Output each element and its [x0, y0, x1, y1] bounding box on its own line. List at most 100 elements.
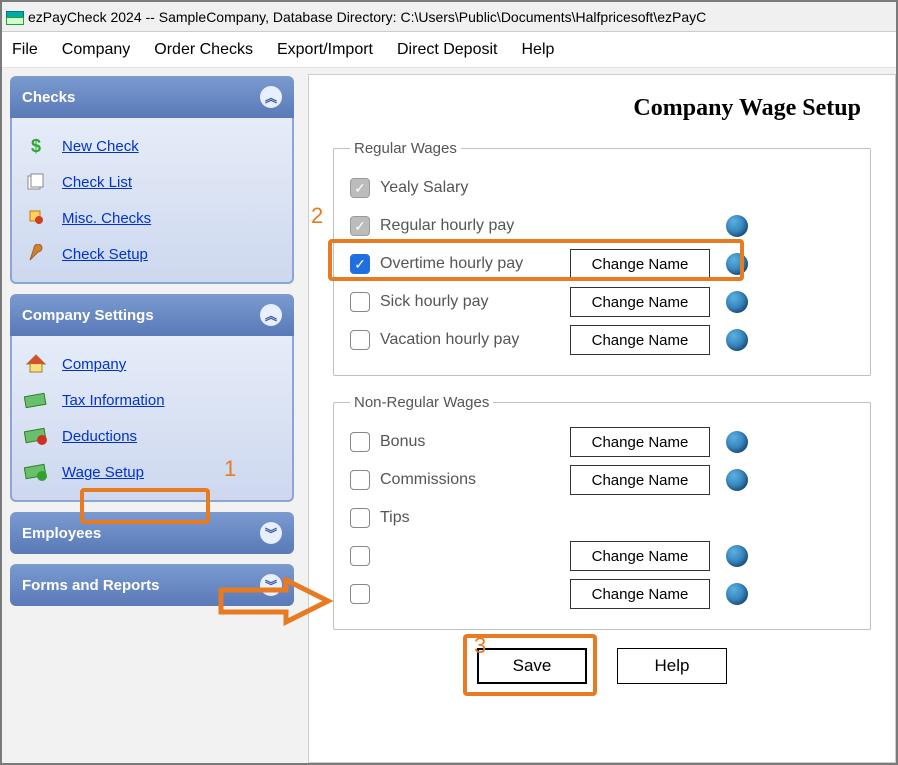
checkbox-custom-1[interactable] [350, 546, 370, 566]
house-icon [24, 354, 48, 374]
menu-order-checks[interactable]: Order Checks [154, 41, 253, 59]
chevron-down-icon: ︾ [260, 522, 282, 544]
sidebar-item-check-list[interactable]: Check List [18, 164, 286, 200]
money-minus-icon [24, 426, 48, 446]
wage-label: Yealy Salary [380, 179, 560, 197]
sidebar-item-label: New Check [62, 138, 139, 155]
chevron-up-icon: ︽ [260, 86, 282, 108]
window-title: ezPayCheck 2024 -- SampleCompany, Databa… [28, 2, 706, 32]
wage-row-custom-2: Change Name [350, 575, 854, 613]
page-title: Company Wage Setup [333, 95, 871, 122]
help-icon[interactable] [726, 215, 748, 237]
sidebar-item-label: Tax Information [62, 392, 165, 409]
menu-direct-deposit[interactable]: Direct Deposit [397, 41, 497, 59]
sidebar-item-new-check[interactable]: $ New Check [18, 128, 286, 164]
main-panel: Company Wage Setup Regular Wages ✓ Yealy… [308, 74, 896, 763]
group-legend: Non-Regular Wages [350, 394, 493, 411]
help-icon[interactable] [726, 253, 748, 275]
menubar: File Company Order Checks Export/Import … [2, 32, 896, 68]
checkbox-vacation-hourly[interactable] [350, 330, 370, 350]
change-name-button[interactable]: Change Name [570, 249, 710, 279]
wage-row-commissions: Commissions Change Name [350, 461, 854, 499]
checkbox-sick-hourly[interactable] [350, 292, 370, 312]
group-legend: Regular Wages [350, 140, 461, 157]
sidebar-item-label: Check List [62, 174, 132, 191]
change-name-button[interactable]: Change Name [570, 541, 710, 571]
help-icon[interactable] [726, 329, 748, 351]
money-icon [24, 390, 48, 410]
panel-title: Employees [22, 525, 101, 542]
panel-body-checks: $ New Check Check List Misc. Checks [10, 118, 294, 284]
sidebar: Checks ︽ $ New Check Check List [2, 68, 302, 763]
change-name-button[interactable]: Change Name [570, 287, 710, 317]
checkbox-regular-hourly: ✓ [350, 216, 370, 236]
panel-header-company-settings[interactable]: Company Settings ︽ [10, 294, 294, 336]
wage-label: Vacation hourly pay [380, 331, 560, 349]
menu-file[interactable]: File [12, 41, 38, 59]
sidebar-item-label: Deductions [62, 428, 137, 445]
panel-checks: Checks ︽ $ New Check Check List [10, 76, 294, 284]
menu-help[interactable]: Help [521, 41, 554, 59]
wage-row-yearly-salary: ✓ Yealy Salary [350, 169, 854, 207]
save-button[interactable]: Save [477, 648, 587, 684]
sidebar-item-deductions[interactable]: Deductions [18, 418, 286, 454]
help-icon[interactable] [726, 469, 748, 491]
help-icon[interactable] [726, 545, 748, 567]
panel-body-company-settings: Company Tax Information Deductions [10, 336, 294, 502]
annotation-number-2: 2 [311, 203, 323, 229]
checkbox-bonus[interactable] [350, 432, 370, 452]
panel-header-employees[interactable]: Employees ︾ [10, 512, 294, 554]
titlebar: ezPayCheck 2024 -- SampleCompany, Databa… [2, 2, 896, 32]
money-plus-icon [24, 462, 48, 482]
checkbox-yearly-salary: ✓ [350, 178, 370, 198]
wage-label: Sick hourly pay [380, 293, 560, 311]
checkbox-custom-2[interactable] [350, 584, 370, 604]
change-name-button[interactable]: Change Name [570, 427, 710, 457]
documents-icon [24, 172, 48, 192]
change-name-button[interactable]: Change Name [570, 325, 710, 355]
help-icon[interactable] [726, 431, 748, 453]
wage-label: Commissions [380, 471, 560, 489]
wage-label: Regular hourly pay [380, 217, 560, 235]
sidebar-item-company[interactable]: Company [18, 346, 286, 382]
help-icon[interactable] [726, 583, 748, 605]
sidebar-item-misc-checks[interactable]: Misc. Checks [18, 200, 286, 236]
wage-row-overtime-hourly: ✓ Overtime hourly pay Change Name [350, 245, 854, 283]
sidebar-item-label: Misc. Checks [62, 210, 151, 227]
help-button[interactable]: Help [617, 648, 727, 684]
wage-row-sick-hourly: Sick hourly pay Change Name [350, 283, 854, 321]
wage-row-vacation-hourly: Vacation hourly pay Change Name [350, 321, 854, 359]
panel-employees: Employees ︾ [10, 512, 294, 554]
wage-label: Overtime hourly pay [380, 255, 560, 273]
panel-forms-reports: Forms and Reports ︾ [10, 564, 294, 606]
wage-row-bonus: Bonus Change Name [350, 423, 854, 461]
sidebar-item-wage-setup[interactable]: Wage Setup [18, 454, 286, 490]
help-icon[interactable] [726, 291, 748, 313]
menu-export-import[interactable]: Export/Import [277, 41, 373, 59]
wrench-icon [24, 244, 48, 264]
panel-header-forms-reports[interactable]: Forms and Reports ︾ [10, 564, 294, 606]
change-name-button[interactable]: Change Name [570, 465, 710, 495]
dollar-icon: $ [24, 136, 48, 156]
sidebar-item-tax-information[interactable]: Tax Information [18, 382, 286, 418]
panel-header-checks[interactable]: Checks ︽ [10, 76, 294, 118]
wage-row-regular-hourly: ✓ Regular hourly pay [350, 207, 854, 245]
sidebar-item-label: Check Setup [62, 246, 148, 263]
group-nonregular-wages: Non-Regular Wages Bonus Change Name Comm… [333, 394, 871, 630]
wage-row-tips: Tips [350, 499, 854, 537]
chevron-down-icon: ︾ [260, 574, 282, 596]
wage-label: Bonus [380, 433, 560, 451]
sidebar-item-check-setup[interactable]: Check Setup [18, 236, 286, 272]
group-regular-wages: Regular Wages ✓ Yealy Salary ✓ Regular h… [333, 140, 871, 376]
checkbox-tips[interactable] [350, 508, 370, 528]
menu-company[interactable]: Company [62, 41, 130, 59]
checkbox-commissions[interactable] [350, 470, 370, 490]
panel-title: Company Settings [22, 307, 154, 324]
sidebar-item-label: Company [62, 356, 126, 373]
checkbox-overtime-hourly[interactable]: ✓ [350, 254, 370, 274]
change-name-button[interactable]: Change Name [570, 579, 710, 609]
tag-icon [24, 208, 48, 228]
panel-company-settings: Company Settings ︽ Company Tax Informati… [10, 294, 294, 502]
wage-label: Tips [380, 509, 560, 527]
sidebar-item-label: Wage Setup [62, 464, 144, 481]
